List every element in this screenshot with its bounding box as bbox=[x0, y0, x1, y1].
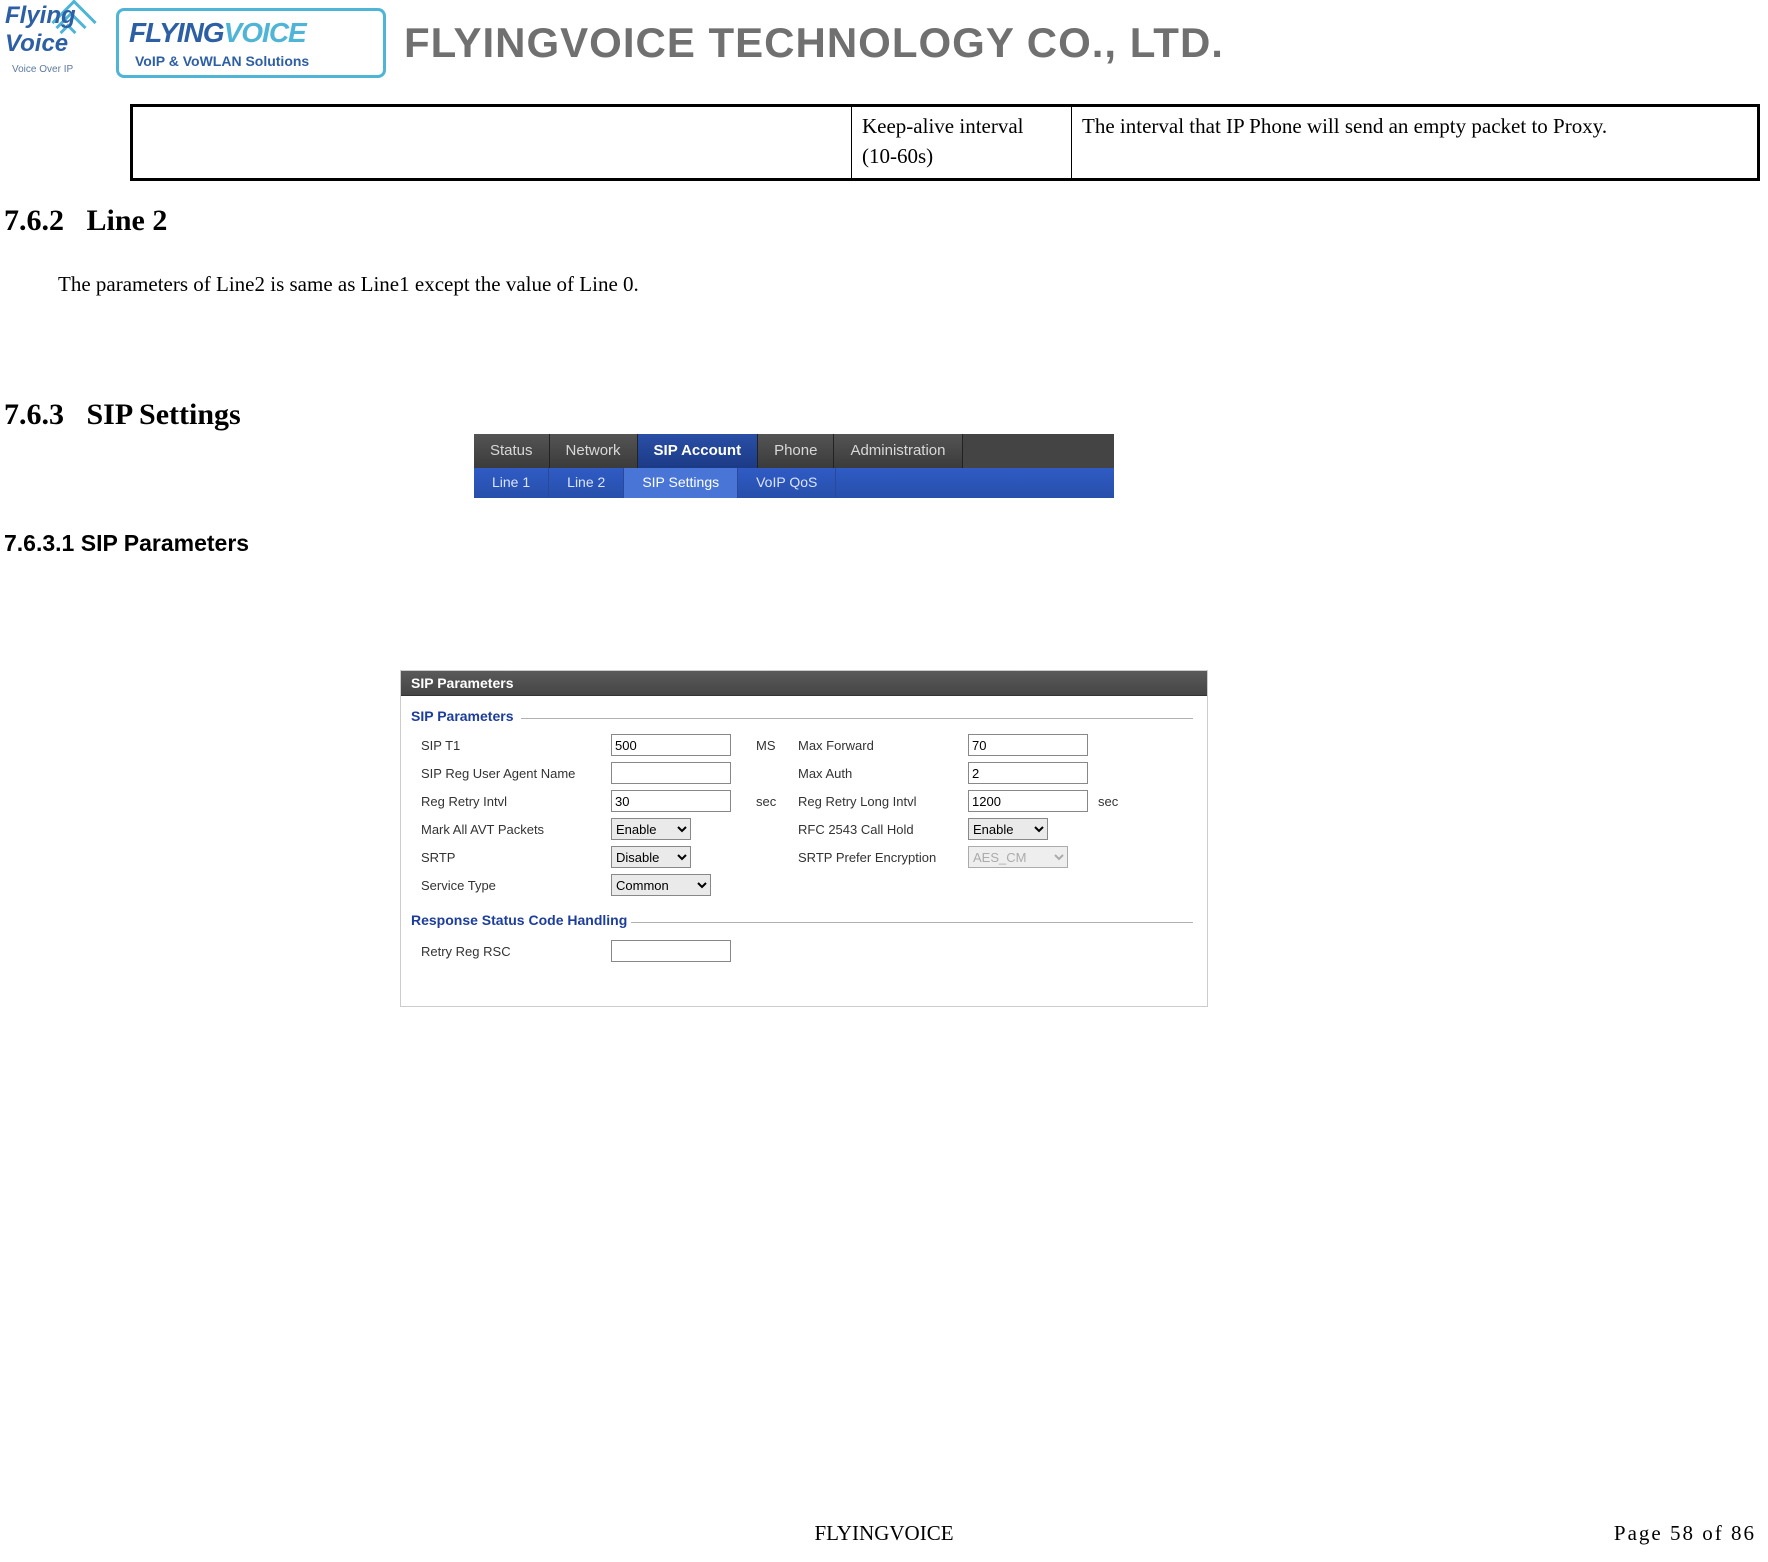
input-max-forward[interactable] bbox=[968, 734, 1088, 756]
heading-762: 7.6.2 Line 2 bbox=[4, 204, 167, 238]
nav-tabs-screenshot: Status Network SIP Account Phone Adminis… bbox=[474, 434, 1114, 498]
label-user-agent: SIP Reg User Agent Name bbox=[421, 766, 611, 781]
heading-title: SIP Settings bbox=[87, 398, 241, 431]
table-cell-desc: The interval that IP Phone will send an … bbox=[1072, 106, 1759, 180]
logo-long-sub: VoIP & VoWLAN Solutions bbox=[135, 53, 309, 69]
input-sip-t1[interactable] bbox=[611, 734, 731, 756]
panel-title: SIP Parameters bbox=[401, 671, 1207, 696]
nav-row-secondary: Line 1 Line 2 SIP Settings VoIP QoS bbox=[474, 468, 1114, 498]
select-srtp-enc: AES_CM bbox=[968, 846, 1068, 868]
input-max-auth[interactable] bbox=[968, 762, 1088, 784]
section-divider bbox=[631, 922, 1193, 923]
tab-administration[interactable]: Administration bbox=[834, 434, 962, 468]
subtab-line1[interactable]: Line 1 bbox=[474, 468, 549, 498]
section-divider bbox=[521, 718, 1193, 719]
select-srtp[interactable]: Disable bbox=[611, 846, 691, 868]
nav-row-primary: Status Network SIP Account Phone Adminis… bbox=[474, 434, 1114, 468]
label-srtp-enc: SRTP Prefer Encryption bbox=[798, 850, 968, 865]
input-reg-retry[interactable] bbox=[611, 790, 731, 812]
table-cell-empty bbox=[132, 106, 852, 180]
company-name: FLYINGVOICE TECHNOLOGY CO., LTD. bbox=[404, 19, 1224, 67]
heading-num: 7.6.3 bbox=[4, 398, 64, 431]
label-srtp: SRTP bbox=[421, 850, 611, 865]
logo-long: FLYINGVOICE VoIP & VoWLAN Solutions bbox=[116, 8, 386, 78]
label-rfc2543: RFC 2543 Call Hold bbox=[798, 822, 968, 837]
label-max-forward: Max Forward bbox=[798, 738, 968, 753]
footer-center: FLYINGVOICE bbox=[0, 1521, 1768, 1546]
tab-phone[interactable]: Phone bbox=[758, 434, 834, 468]
unit-ms: MS bbox=[756, 738, 798, 753]
tab-network[interactable]: Network bbox=[550, 434, 638, 468]
label-max-auth: Max Auth bbox=[798, 766, 968, 781]
body-text-762: The parameters of Line2 is same as Line1… bbox=[58, 272, 639, 297]
subtab-sip-settings[interactable]: SIP Settings bbox=[624, 468, 738, 498]
select-service-type[interactable]: Common bbox=[611, 874, 711, 896]
label-service-type: Service Type bbox=[421, 878, 611, 893]
label-sip-t1: SIP T1 bbox=[421, 738, 611, 753]
heading-763: 7.6.3 SIP Settings bbox=[4, 398, 241, 432]
logo-square: Flying Voice Voice Over IP bbox=[0, 0, 110, 86]
unit-sec2: sec bbox=[1098, 794, 1138, 809]
tab-status[interactable]: Status bbox=[474, 434, 550, 468]
select-rfc2543[interactable]: Enable bbox=[968, 818, 1048, 840]
section-response-status: Response Status Code Handling bbox=[401, 900, 1207, 930]
tab-sip-account[interactable]: SIP Account bbox=[638, 434, 759, 468]
subtab-line2[interactable]: Line 2 bbox=[549, 468, 624, 498]
sip-form-grid: SIP T1 MS Max Forward SIP Reg User Agent… bbox=[401, 726, 1207, 900]
retry-row: Retry Reg RSC bbox=[401, 930, 1207, 966]
logo-text-line2: Voice bbox=[5, 30, 68, 58]
input-reg-retry-long[interactable] bbox=[968, 790, 1088, 812]
page-header: Flying Voice Voice Over IP FLYINGVOICE V… bbox=[0, 0, 1768, 86]
heading-num: 7.6.2 bbox=[4, 204, 64, 237]
subtab-voip-qos[interactable]: VoIP QoS bbox=[738, 468, 836, 498]
logo-text-line1: Flying bbox=[5, 2, 76, 30]
heading-title: Line 2 bbox=[87, 204, 168, 237]
table-cell-param: Keep-alive interval (10-60s) bbox=[852, 106, 1072, 180]
logo-long-a: FLYING bbox=[129, 17, 224, 48]
sip-parameters-panel: SIP Parameters SIP Parameters SIP T1 MS … bbox=[400, 670, 1208, 1007]
label-retry-rsc: Retry Reg RSC bbox=[421, 944, 611, 959]
unit-sec1: sec bbox=[756, 794, 798, 809]
input-user-agent[interactable] bbox=[611, 762, 731, 784]
input-retry-rsc[interactable] bbox=[611, 940, 731, 962]
footer-page-number: Page 58 of 86 bbox=[1614, 1521, 1756, 1546]
keep-alive-table: Keep-alive interval (10-60s) The interva… bbox=[130, 104, 1760, 181]
select-mark-avt[interactable]: Enable bbox=[611, 818, 691, 840]
label-mark-avt: Mark All AVT Packets bbox=[421, 822, 611, 837]
heading-7631: 7.6.3.1 SIP Parameters bbox=[4, 530, 249, 557]
section-sip-parameters: SIP Parameters bbox=[401, 696, 1207, 726]
label-reg-retry: Reg Retry Intvl bbox=[421, 794, 611, 809]
logo-long-b: VOICE bbox=[224, 17, 306, 48]
label-reg-retry-long: Reg Retry Long Intvl bbox=[798, 794, 968, 809]
logo-text-sub: Voice Over IP bbox=[12, 64, 73, 75]
